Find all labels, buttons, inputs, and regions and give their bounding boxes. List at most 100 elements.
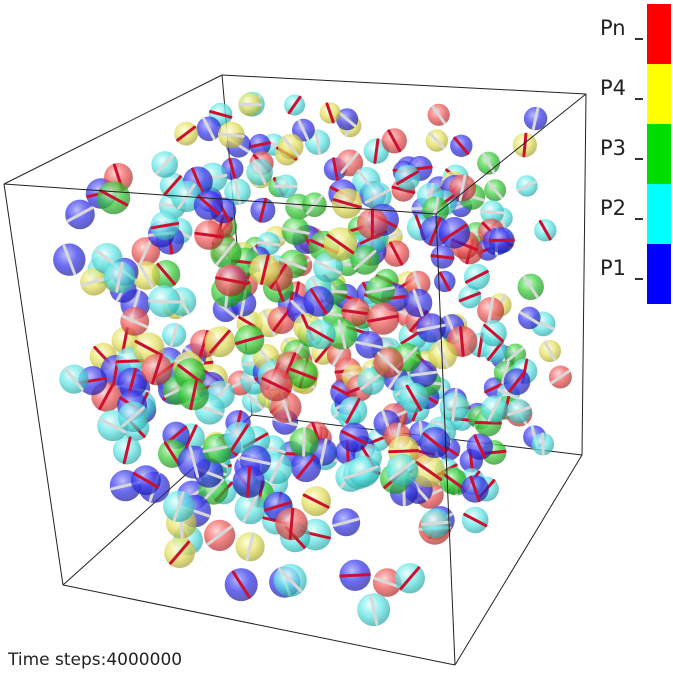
particle <box>512 132 538 158</box>
particle <box>477 151 501 175</box>
orientation-rod <box>99 189 129 207</box>
particle <box>503 368 531 396</box>
orientation-rod <box>98 383 115 411</box>
legend-label-p4: P4 <box>600 76 627 100</box>
orientation-rod <box>155 154 175 175</box>
particle <box>372 568 402 597</box>
time-steps-label: Time steps:4000000 <box>8 650 183 670</box>
orientation-rod <box>440 223 468 243</box>
orientation-rod <box>337 319 347 350</box>
particle <box>53 243 86 276</box>
particle <box>477 297 505 325</box>
particle <box>439 467 467 495</box>
orientation-rod <box>296 454 317 480</box>
particle <box>194 220 224 250</box>
orientation-rod <box>428 216 442 246</box>
particle <box>301 486 331 517</box>
orientation-rod <box>258 197 268 223</box>
particle <box>548 365 572 389</box>
orientation-rod <box>373 138 380 164</box>
particle <box>303 286 334 317</box>
orientation-rod <box>507 406 531 417</box>
particle <box>302 192 327 217</box>
particle <box>232 465 265 498</box>
particle <box>355 331 383 359</box>
particle <box>224 568 258 602</box>
particle <box>461 506 489 534</box>
orientation-rod <box>240 456 271 466</box>
orientation-rod <box>484 382 505 394</box>
orientation-rod <box>506 346 525 363</box>
orientation-rod <box>256 241 281 247</box>
particle <box>449 174 476 202</box>
orientation-rod <box>139 238 153 265</box>
orientation-rod <box>121 314 148 329</box>
orientation-rod <box>209 329 231 354</box>
orientation-rod <box>486 341 504 361</box>
orientation-rod <box>279 257 307 271</box>
orientation-rod <box>202 478 225 501</box>
orientation-rod <box>176 125 197 142</box>
box-front-edges <box>3 93 587 666</box>
orientation-rod <box>337 111 357 128</box>
particle <box>506 398 532 424</box>
orientation-rod <box>349 465 379 478</box>
particle <box>434 270 456 293</box>
orientation-rod <box>519 311 540 325</box>
orientation-rod <box>297 119 310 141</box>
orientation-rod <box>387 129 402 153</box>
orientation-rod <box>237 102 262 107</box>
particle <box>204 326 236 358</box>
orientation-rod <box>202 117 216 141</box>
orientation-rod <box>80 277 108 287</box>
orientation-rod <box>194 231 224 239</box>
orientation-rod <box>353 250 377 271</box>
particle <box>323 227 358 261</box>
particle <box>517 273 544 300</box>
particle <box>338 396 368 426</box>
orientation-rod <box>369 593 379 626</box>
orientation-rod <box>169 540 191 565</box>
orientation-rod <box>314 129 321 155</box>
orientation-rod <box>497 388 520 400</box>
legend-label-p1: P1 <box>600 256 627 280</box>
particle <box>246 158 273 186</box>
orientation-rod <box>522 275 539 299</box>
orientation-rod <box>314 260 342 275</box>
particle <box>534 219 557 242</box>
particle <box>538 339 562 363</box>
orientation-rod <box>388 449 420 454</box>
orientation-rod <box>469 475 481 503</box>
orientation-rod <box>487 396 502 422</box>
particle <box>480 320 507 347</box>
particle <box>273 174 298 198</box>
particle <box>204 519 236 552</box>
orientation-rod <box>151 354 163 385</box>
orientation-rod <box>332 198 362 209</box>
orientation-rod <box>163 441 181 466</box>
orientation-rod <box>479 210 505 215</box>
particle <box>130 465 161 496</box>
particle <box>363 182 392 211</box>
particle <box>174 121 199 146</box>
particle <box>488 227 515 254</box>
orientation-rod <box>132 472 159 489</box>
orientation-rod <box>242 494 258 523</box>
orientation-rod <box>465 270 489 284</box>
particle <box>150 211 180 241</box>
particle <box>386 453 419 487</box>
orientation-rod <box>341 308 371 316</box>
orientation-rod <box>287 95 302 115</box>
orientation-rod <box>137 262 154 289</box>
orientation-rod <box>473 434 487 459</box>
orientation-rod <box>278 568 303 593</box>
particle <box>420 508 451 538</box>
legend-tick <box>635 218 643 220</box>
particle <box>373 347 404 378</box>
orientation-rod <box>410 370 438 377</box>
orientation-rod <box>202 444 233 453</box>
orientation-rod <box>367 314 399 323</box>
legend-tick <box>635 98 643 100</box>
orientation-rod <box>260 254 270 285</box>
orientation-rod <box>415 460 443 481</box>
